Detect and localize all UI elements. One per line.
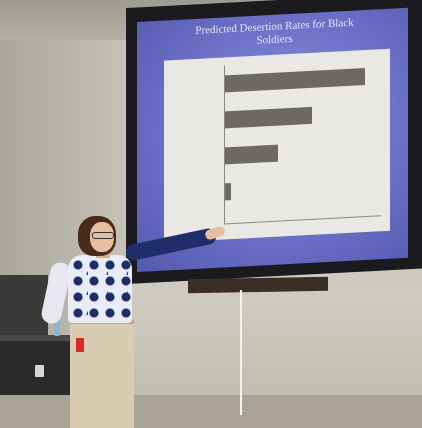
chart-bar xyxy=(225,68,365,93)
presenter-shirt xyxy=(68,255,132,323)
slide-title: Predicted Desertion Rates for Black Sold… xyxy=(157,15,392,53)
cup xyxy=(35,365,44,377)
chart-bar xyxy=(225,106,312,129)
water-bottle xyxy=(54,314,60,336)
floor xyxy=(0,395,422,428)
projection-screen: Predicted Desertion Rates for Black Sold… xyxy=(137,7,408,273)
screen-pole xyxy=(240,290,242,415)
cart-top xyxy=(0,335,70,341)
red-badge xyxy=(76,338,84,352)
screen-base xyxy=(188,276,328,294)
chart-bar xyxy=(225,144,278,165)
chart-plot-area xyxy=(224,57,381,225)
slide-chart xyxy=(164,48,390,243)
presenter-pants xyxy=(70,320,134,428)
presenter-glasses xyxy=(92,232,114,239)
chart-bar xyxy=(225,183,231,201)
